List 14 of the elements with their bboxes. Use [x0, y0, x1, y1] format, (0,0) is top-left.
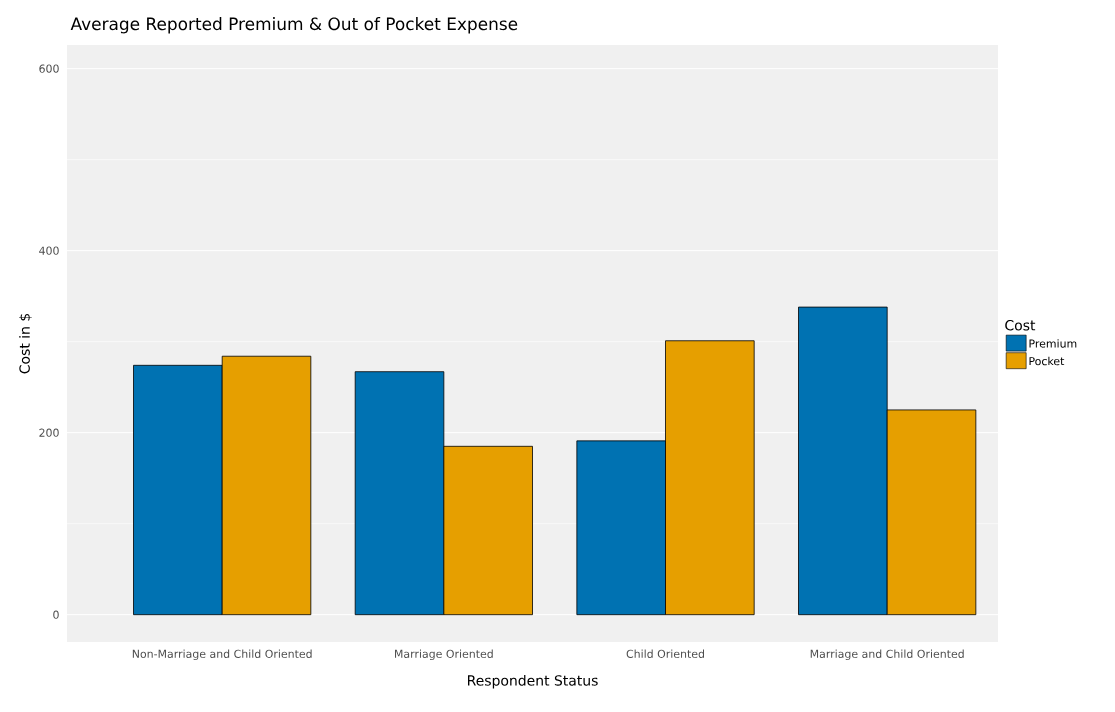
legend-title: Cost [1005, 319, 1036, 331]
x-tick-label: Child Oriented [626, 649, 704, 658]
legend-label: Premium [1029, 339, 1077, 348]
y-axis-title: Cost in $ [19, 313, 32, 374]
x-tick-label: Marriage and Child Oriented [810, 649, 964, 661]
y-tick-label: 0 [53, 610, 59, 619]
y-tick-label: 400 [39, 246, 59, 255]
y-tick-label: 600 [39, 64, 59, 73]
x-axis-title: Respondent Status [468, 674, 598, 689]
x-tick-label: Non-Marriage and Child Oriented [132, 649, 312, 661]
legend-label: Pocket [1029, 356, 1065, 366]
chart-title: Average Reported Premium & Out of Pocket Expense [70, 17, 518, 34]
y-tick-label: 200 [39, 428, 59, 437]
x-tick-label: Marriage Oriented [395, 649, 493, 661]
